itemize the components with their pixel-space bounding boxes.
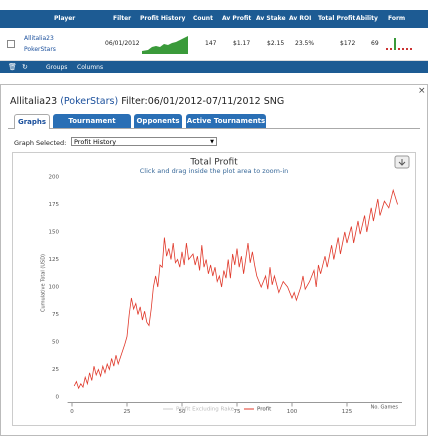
row-checkbox[interactable] — [7, 40, 15, 48]
columns-button[interactable]: Columns — [77, 64, 104, 71]
y-tick-label: 200 — [49, 175, 60, 181]
header-cell[interactable]: Player — [54, 15, 76, 22]
form-bar — [406, 48, 408, 50]
grid-toolbar: 🗑 ↻ Groups Columns — [0, 61, 428, 73]
total-profit-cell: $172 — [340, 40, 356, 47]
legend-label[interactable]: Profit Excluding Rake — [176, 407, 235, 413]
av-profit-cell: $1.17 — [233, 40, 251, 47]
x-tick-label: 50 — [179, 409, 186, 415]
form-bars — [386, 38, 412, 50]
x-tick-label: 75 — [234, 409, 241, 415]
dropdown-arrow: ▼ — [210, 139, 214, 145]
header-cell[interactable]: Count — [193, 15, 213, 22]
player-name: Allitalia23 — [10, 96, 58, 107]
graph-select-label: Graph Selected: — [14, 139, 67, 147]
panel-title: Allitalia23 (PokerStars) Filter:06/01/20… — [10, 96, 284, 107]
legend-label[interactable]: Profit — [257, 407, 272, 413]
y-tick-label: 0 — [56, 395, 60, 401]
av-roi-cell: 23.5% — [295, 40, 315, 47]
x-tick-label: 100 — [287, 409, 298, 415]
player-link[interactable]: Allitalia23 — [24, 35, 54, 42]
x-tick-label: 25 — [124, 409, 131, 415]
header-cell[interactable]: Filter — [113, 15, 132, 22]
header-cell[interactable]: Av ROI — [289, 15, 312, 22]
header-cell[interactable]: Av Stake — [256, 15, 286, 22]
x-tick-label: 125 — [342, 409, 353, 415]
graph-select[interactable]: Profit History ▼ — [71, 137, 217, 146]
close-button[interactable]: × — [418, 86, 426, 96]
form-bar — [390, 48, 392, 50]
filter-text: Filter:06/01/2012-07/11/2012 SNG — [121, 96, 285, 107]
series-line — [73, 188, 398, 390]
x-tick-label: 0 — [70, 409, 74, 415]
grid-header: Player Filter Profit History Count Av Pr… — [0, 10, 428, 28]
tab[interactable]: Tournament History — [53, 114, 131, 139]
header-cell[interactable]: Av Profit — [222, 15, 252, 22]
y-tick-label: 125 — [49, 257, 60, 263]
y-tick-label: 100 — [49, 285, 60, 291]
delete-icon[interactable]: 🗑 — [8, 63, 17, 71]
profit-sparkline — [142, 36, 188, 54]
ability-cell: 69 — [371, 40, 379, 47]
header-cell[interactable]: Total Profit — [318, 15, 356, 22]
y-tick-label: 75 — [52, 312, 59, 318]
form-bar — [394, 38, 396, 50]
filter-cell: 06/01/2012 — [105, 40, 140, 47]
y-tick-label: 25 — [52, 367, 59, 373]
sparkline-area — [142, 36, 188, 54]
form-bar — [410, 48, 412, 50]
groups-button[interactable]: Groups — [46, 64, 68, 71]
grid-row: Allitalia23 PokerStars 06/01/2012 147 $1… — [0, 28, 428, 61]
header-cell[interactable]: Profit History — [140, 15, 186, 22]
chart: Total Profit Click and drag inside the p… — [12, 152, 416, 426]
form-bar — [398, 48, 400, 50]
y-axis-label: Cumulative Total (USD) — [41, 254, 47, 312]
site-name[interactable]: (PokerStars) — [60, 96, 119, 107]
header-cell[interactable]: Form — [388, 15, 406, 22]
y-tick-label: 175 — [49, 202, 60, 208]
tab[interactable]: Opponents — [134, 114, 182, 128]
refresh-icon[interactable]: ↻ — [22, 63, 28, 71]
count-cell: 147 — [205, 40, 217, 47]
download-button[interactable] — [394, 155, 410, 169]
av-stake-cell: $2.15 — [267, 40, 285, 47]
tab-rule — [8, 128, 420, 129]
site-link[interactable]: PokerStars — [24, 46, 56, 53]
form-bar — [402, 48, 404, 50]
chart-title: Total Profit — [189, 158, 238, 168]
y-tick-label: 150 — [49, 230, 60, 236]
tab[interactable]: Graphs — [14, 114, 50, 129]
x-axis-label: No. Games — [371, 405, 399, 411]
tab[interactable]: Active Tournaments — [186, 114, 266, 128]
form-bar — [386, 48, 388, 50]
y-tick-label: 50 — [52, 340, 59, 346]
graph-select-value: Profit History — [74, 138, 117, 146]
chart-subtitle: Click and drag inside the plot area to z… — [140, 167, 289, 175]
header-cell[interactable]: Ability — [356, 15, 378, 22]
